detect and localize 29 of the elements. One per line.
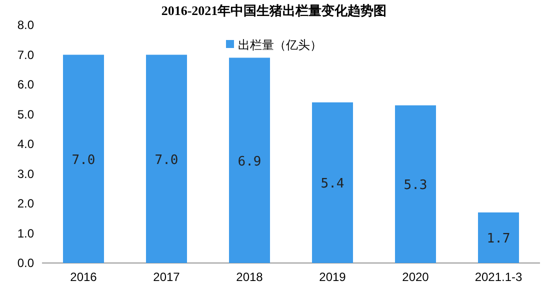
- bar: [395, 105, 436, 263]
- y-tick-label: 3.0: [17, 166, 34, 181]
- y-tick-label: 1.0: [17, 226, 34, 240]
- y-tick-label: 7.0: [17, 48, 34, 62]
- y-tick-label: 5.0: [17, 107, 34, 122]
- bar: [146, 54, 187, 263]
- x-tick-label: 2018: [236, 270, 264, 284]
- data-label: 6.9: [238, 154, 262, 170]
- x-tick-label: 2017: [153, 270, 180, 284]
- data-label: 7.0: [72, 152, 96, 168]
- bar: [229, 58, 270, 263]
- bar: [63, 54, 104, 263]
- data-label: 1.7: [486, 232, 510, 247]
- x-tick-label: 2020: [402, 270, 430, 284]
- y-tick-label: 0.0: [17, 256, 34, 270]
- x-tick-label: 2016: [70, 270, 98, 284]
- x-tick-label: 2019: [319, 270, 346, 284]
- x-tick-label: 2021.1-3: [474, 270, 523, 284]
- y-tick-label: 4.0: [17, 137, 34, 151]
- legend-label: 出栏量（亿头）: [238, 38, 322, 52]
- bar: [478, 212, 519, 263]
- bar: [312, 102, 353, 263]
- data-label: 7.0: [154, 152, 178, 168]
- chart-title: 2016-2021年中国生猪出栏量变化趋势图: [161, 3, 387, 18]
- y-tick-label: 8.0: [17, 18, 34, 32]
- y-tick-label: 6.0: [17, 78, 34, 92]
- data-label: 5.4: [320, 176, 344, 192]
- y-tick-label: 2.0: [17, 196, 34, 210]
- data-label: 5.3: [404, 178, 428, 194]
